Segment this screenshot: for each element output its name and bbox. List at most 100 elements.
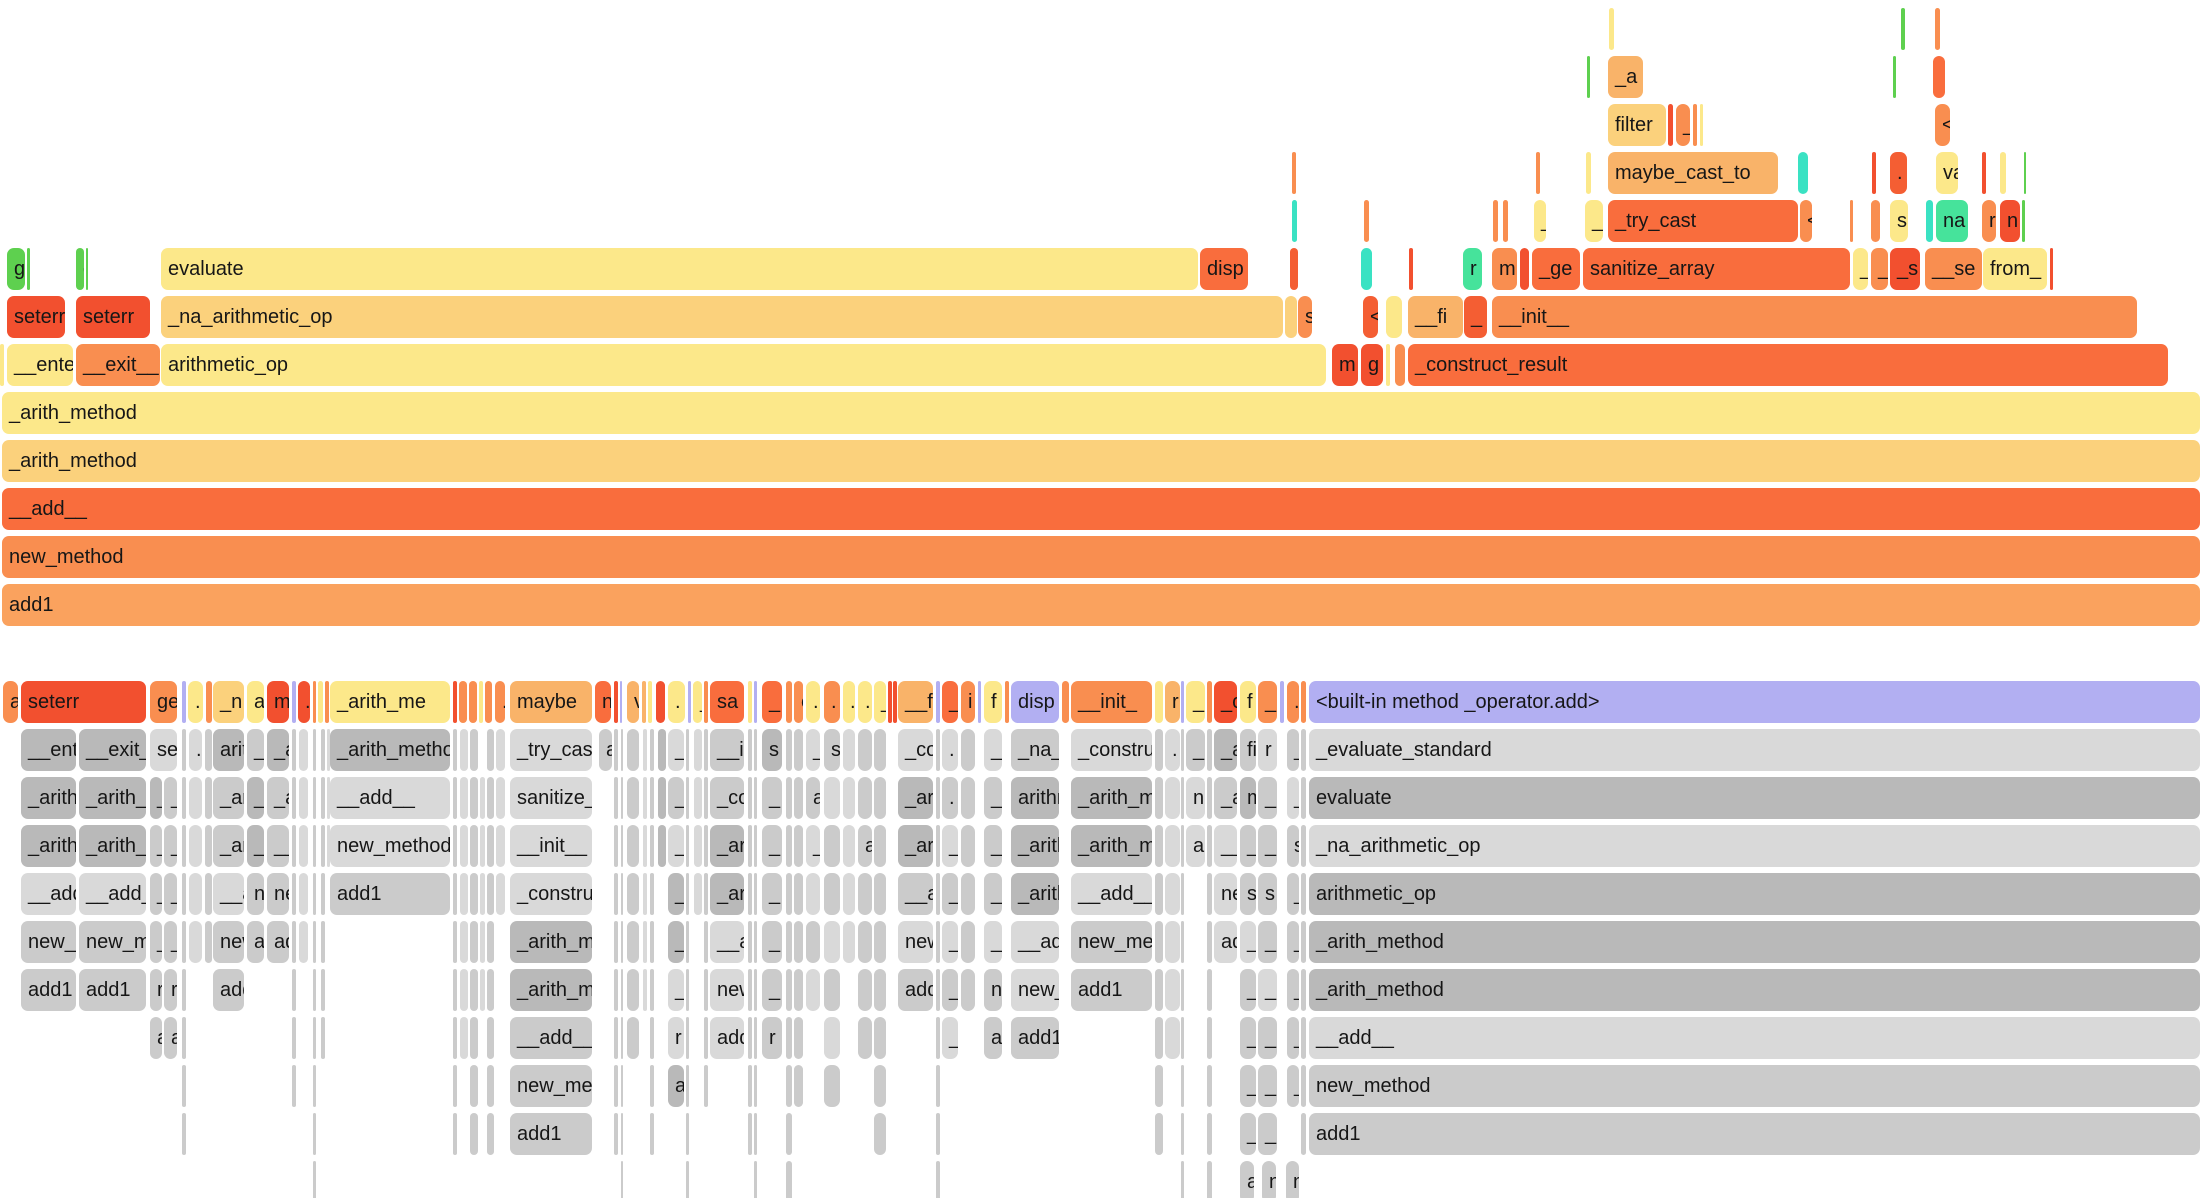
frame-sliver[interactable]	[627, 921, 639, 963]
frame-sliver[interactable]	[1871, 200, 1880, 242]
frame-sliver[interactable]: _	[1258, 825, 1277, 867]
frame-sliver[interactable]	[1587, 56, 1590, 98]
frame-sliver[interactable]	[978, 681, 981, 723]
frame-sliver[interactable]: _	[1287, 921, 1299, 963]
frame-sliver[interactable]	[321, 729, 325, 771]
frame-fi[interactable]: fi	[1240, 729, 1256, 771]
frame-sliver[interactable]	[292, 825, 296, 867]
frame-sliver[interactable]: _	[1240, 969, 1256, 1011]
frame-sliver[interactable]	[748, 1017, 752, 1059]
frame-sliver[interactable]	[1207, 969, 1212, 1011]
frame-arith-method[interactable]: _arith_method	[2, 440, 2200, 482]
frame-sliver[interactable]	[1155, 1065, 1163, 1107]
frame-new-method[interactable]: new_method	[21, 921, 76, 963]
frame-sliver[interactable]	[874, 1113, 886, 1155]
frame-sliver[interactable]: .	[942, 729, 958, 771]
frame-sliver[interactable]: _	[1287, 1065, 1299, 1107]
frame-sliver[interactable]: .	[843, 681, 855, 723]
frame-na-arithmetic-op[interactable]: _na_arithmetic_op	[1309, 825, 2200, 867]
frame-sliver[interactable]	[313, 825, 316, 867]
frame-sliver[interactable]	[487, 1113, 494, 1155]
frame-sliver[interactable]	[1155, 729, 1163, 771]
frame-sliver[interactable]	[754, 1161, 757, 1198]
frame-arith-method[interactable]: _arith_method	[330, 729, 450, 771]
frame-sliver[interactable]	[806, 969, 820, 1011]
frame-se[interactable]: se	[150, 729, 177, 771]
frame-sliver[interactable]	[843, 921, 855, 963]
frame-sliver[interactable]	[824, 921, 840, 963]
frame-add1[interactable]: add1	[213, 969, 244, 1011]
frame-sliver[interactable]	[496, 873, 505, 915]
frame-sliver[interactable]: .	[189, 729, 202, 771]
frame-sliver[interactable]	[936, 729, 940, 771]
frame-sliver[interactable]: .	[824, 681, 840, 723]
frame-sliver[interactable]	[182, 1017, 186, 1059]
frame-sliver[interactable]	[1872, 152, 1876, 194]
frame-sliver[interactable]	[694, 873, 702, 915]
frame-seterr[interactable]: seterr	[7, 296, 65, 338]
frame-sliver[interactable]	[794, 921, 803, 963]
frame-arith-method[interactable]: _arith_method	[2, 392, 2200, 434]
frame-new-method[interactable]: new_method	[710, 969, 744, 1011]
frame-r[interactable]: r	[164, 969, 177, 1011]
frame-arith[interactable]: _arith	[1214, 729, 1237, 771]
frame-n[interactable]: n	[595, 681, 611, 723]
frame-new-method[interactable]: new_method	[2, 536, 2200, 578]
frame-sliver[interactable]	[754, 729, 757, 771]
frame-m[interactable]: m	[1332, 344, 1358, 386]
frame-sliver[interactable]	[1386, 344, 1390, 386]
frame-add1[interactable]: add1	[21, 969, 76, 1011]
frame-sliver[interactable]	[487, 825, 494, 867]
frame-sliver[interactable]	[1850, 200, 1853, 242]
frame-sliver[interactable]	[686, 777, 689, 819]
frame-n[interactable]: n	[2000, 200, 2020, 242]
frame-arithmetic-op[interactable]: arithmetic_op	[1011, 777, 1059, 819]
frame-built-in-method-operator-add[interactable]: <built-in method _operator.add>	[1309, 681, 2200, 723]
frame-r[interactable]: r	[150, 969, 162, 1011]
frame-sliver[interactable]	[460, 1017, 468, 1059]
frame-sliver[interactable]	[642, 681, 646, 723]
frame-sliver[interactable]	[460, 729, 468, 771]
frame-sliver[interactable]: _	[1676, 104, 1690, 146]
frame-sliver[interactable]	[182, 729, 186, 771]
frame-sliver[interactable]	[936, 873, 940, 915]
frame-arith[interactable]: _arith	[213, 825, 244, 867]
frame-sliver[interactable]	[313, 681, 316, 723]
frame-sliver[interactable]	[806, 873, 820, 915]
frame-sliver[interactable]	[1165, 969, 1180, 1011]
frame-sliver[interactable]	[1668, 104, 1673, 146]
frame-f[interactable]: f	[1240, 681, 1256, 723]
frame-sliver[interactable]	[1364, 200, 1369, 242]
frame-sliver[interactable]	[786, 681, 792, 723]
frame-sliver[interactable]	[470, 1017, 478, 1059]
frame-sliver[interactable]: _	[668, 729, 684, 771]
frame-sliver[interactable]: _	[247, 825, 264, 867]
frame-sliver[interactable]	[704, 777, 708, 819]
frame-sliver[interactable]	[650, 777, 654, 819]
frame-sliver[interactable]	[704, 681, 708, 723]
frame-sliver[interactable]	[1301, 777, 1306, 819]
frame-sliver[interactable]	[824, 1017, 840, 1059]
frame-sliver[interactable]: _	[984, 873, 1002, 915]
frame-m[interactable]: m	[1286, 1161, 1299, 1198]
frame-maybe-cast-to[interactable]: maybe_cast_to	[1608, 152, 1778, 194]
frame-sliver[interactable]: _	[1240, 1017, 1256, 1059]
frame-sliver[interactable]: _	[668, 921, 684, 963]
frame-sliver[interactable]: _	[1258, 681, 1277, 723]
frame-sliver[interactable]	[292, 921, 296, 963]
frame-e[interactable]: e	[794, 681, 803, 723]
frame-sanitize-array[interactable]: sanitize_array	[510, 777, 592, 819]
frame-add1[interactable]: add1	[1011, 1017, 1059, 1059]
frame-sliver[interactable]	[1395, 344, 1405, 386]
frame-sliver[interactable]	[786, 969, 792, 1011]
frame-g[interactable]: g	[1361, 344, 1383, 386]
frame-sliver[interactable]	[1493, 200, 1498, 242]
frame-sliver[interactable]	[621, 969, 623, 1011]
frame-ne[interactable]: ne	[267, 873, 289, 915]
frame-arith-method[interactable]: _arith_method	[1011, 825, 1059, 867]
frame-add[interactable]: __add__	[1011, 921, 1059, 963]
frame-sliver[interactable]	[614, 681, 618, 723]
frame-construct-result[interactable]: _construct_result	[510, 873, 592, 915]
frame-a[interactable]: __a	[267, 825, 289, 867]
frame-sliver[interactable]	[843, 825, 855, 867]
